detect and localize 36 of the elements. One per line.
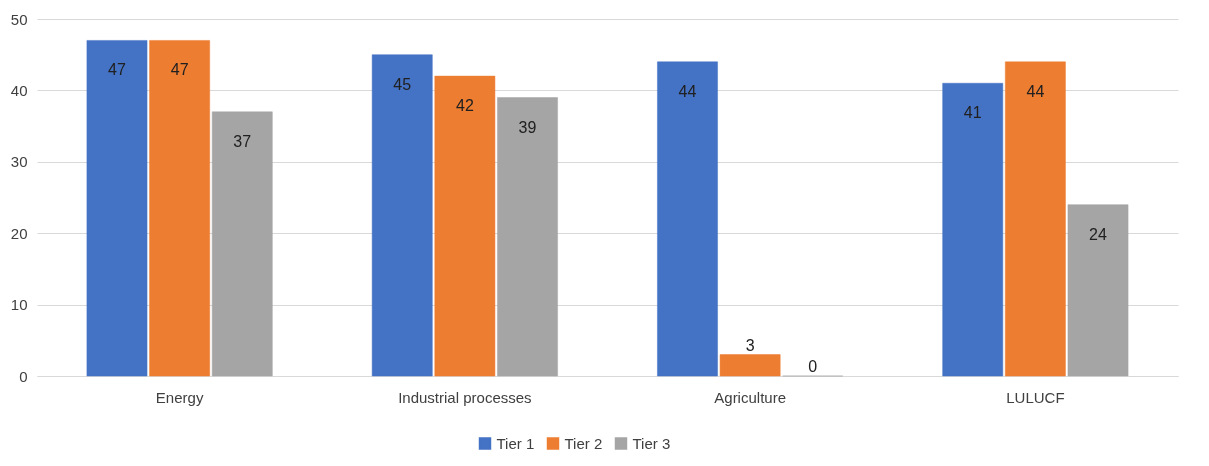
data-label: 45: [393, 75, 412, 93]
data-label: 3: [745, 336, 755, 354]
bar: [1005, 61, 1066, 377]
y-tick-label: 0: [19, 367, 28, 385]
bar: [149, 40, 210, 377]
bar: [497, 97, 558, 377]
bar: [86, 40, 148, 377]
bar: [371, 54, 433, 377]
data-label: 37: [233, 132, 252, 150]
bar: [657, 61, 718, 377]
bar: [719, 354, 781, 377]
x-tick-label: Industrial processes: [398, 388, 532, 406]
data-label: 41: [963, 104, 982, 122]
data-label: 47: [108, 61, 126, 79]
data-label: 44: [1026, 82, 1045, 100]
legend-label: Tier 2: [564, 434, 603, 452]
data-label: 47: [170, 61, 189, 79]
x-tick-label: LULUCF: [1006, 388, 1065, 406]
y-tick-label: 40: [10, 81, 28, 99]
y-tick-label: 50: [10, 10, 28, 28]
y-tick-label: 30: [10, 153, 28, 171]
bar: [211, 111, 273, 377]
bar: [434, 75, 496, 377]
data-label: 44: [678, 82, 697, 100]
data-label: 42: [455, 97, 474, 115]
legend-label: Tier 3: [632, 434, 671, 452]
legend-label: Tier 1: [496, 434, 535, 452]
y-tick-label: 20: [10, 224, 28, 242]
data-label: 24: [1089, 225, 1108, 243]
bar: [942, 83, 1004, 377]
y-tick-label: 10: [10, 296, 28, 314]
x-tick-label: Energy: [155, 388, 204, 406]
data-label: 0: [808, 358, 818, 375]
x-tick-label: Agriculture: [714, 388, 786, 406]
bar: [1067, 204, 1129, 377]
data-label: 39: [518, 118, 537, 136]
